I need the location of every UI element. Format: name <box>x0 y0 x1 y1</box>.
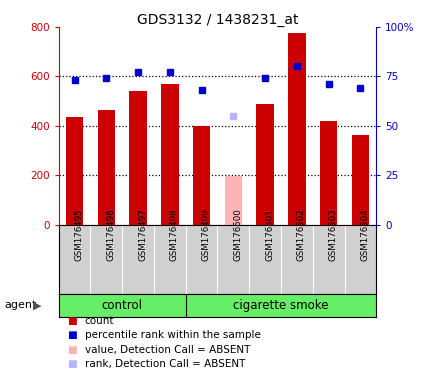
Text: cigarette smoke: cigarette smoke <box>233 299 328 312</box>
Text: GSM176504: GSM176504 <box>359 209 368 262</box>
Text: GSM176502: GSM176502 <box>296 209 305 262</box>
Text: rank, Detection Call = ABSENT: rank, Detection Call = ABSENT <box>85 359 245 369</box>
Text: GDS3132 / 1438231_at: GDS3132 / 1438231_at <box>136 13 298 27</box>
Text: value, Detection Call = ABSENT: value, Detection Call = ABSENT <box>85 345 250 355</box>
Text: control: control <box>102 299 142 312</box>
Text: agent: agent <box>4 300 36 310</box>
Bar <box>256 104 273 225</box>
Text: count: count <box>85 316 114 326</box>
Text: GSM176503: GSM176503 <box>328 209 337 262</box>
Bar <box>66 117 83 225</box>
Bar <box>287 33 305 225</box>
Text: ■: ■ <box>67 330 77 340</box>
Bar <box>129 91 147 225</box>
Bar <box>97 111 115 225</box>
Text: GSM176496: GSM176496 <box>106 209 115 262</box>
Text: GSM176499: GSM176499 <box>201 209 210 261</box>
Text: percentile rank within the sample: percentile rank within the sample <box>85 330 260 340</box>
Text: GSM176498: GSM176498 <box>169 209 178 262</box>
Text: ■: ■ <box>67 359 77 369</box>
Bar <box>224 176 242 225</box>
Text: GSM176500: GSM176500 <box>233 209 242 262</box>
Text: ■: ■ <box>67 345 77 355</box>
Text: ▶: ▶ <box>33 300 41 310</box>
Text: ■: ■ <box>67 316 77 326</box>
Bar <box>319 121 337 225</box>
Bar <box>351 135 368 225</box>
Text: GSM176497: GSM176497 <box>138 209 147 262</box>
Text: GSM176495: GSM176495 <box>75 209 83 262</box>
Bar <box>161 84 178 225</box>
Bar <box>192 126 210 225</box>
Text: GSM176501: GSM176501 <box>264 209 273 262</box>
